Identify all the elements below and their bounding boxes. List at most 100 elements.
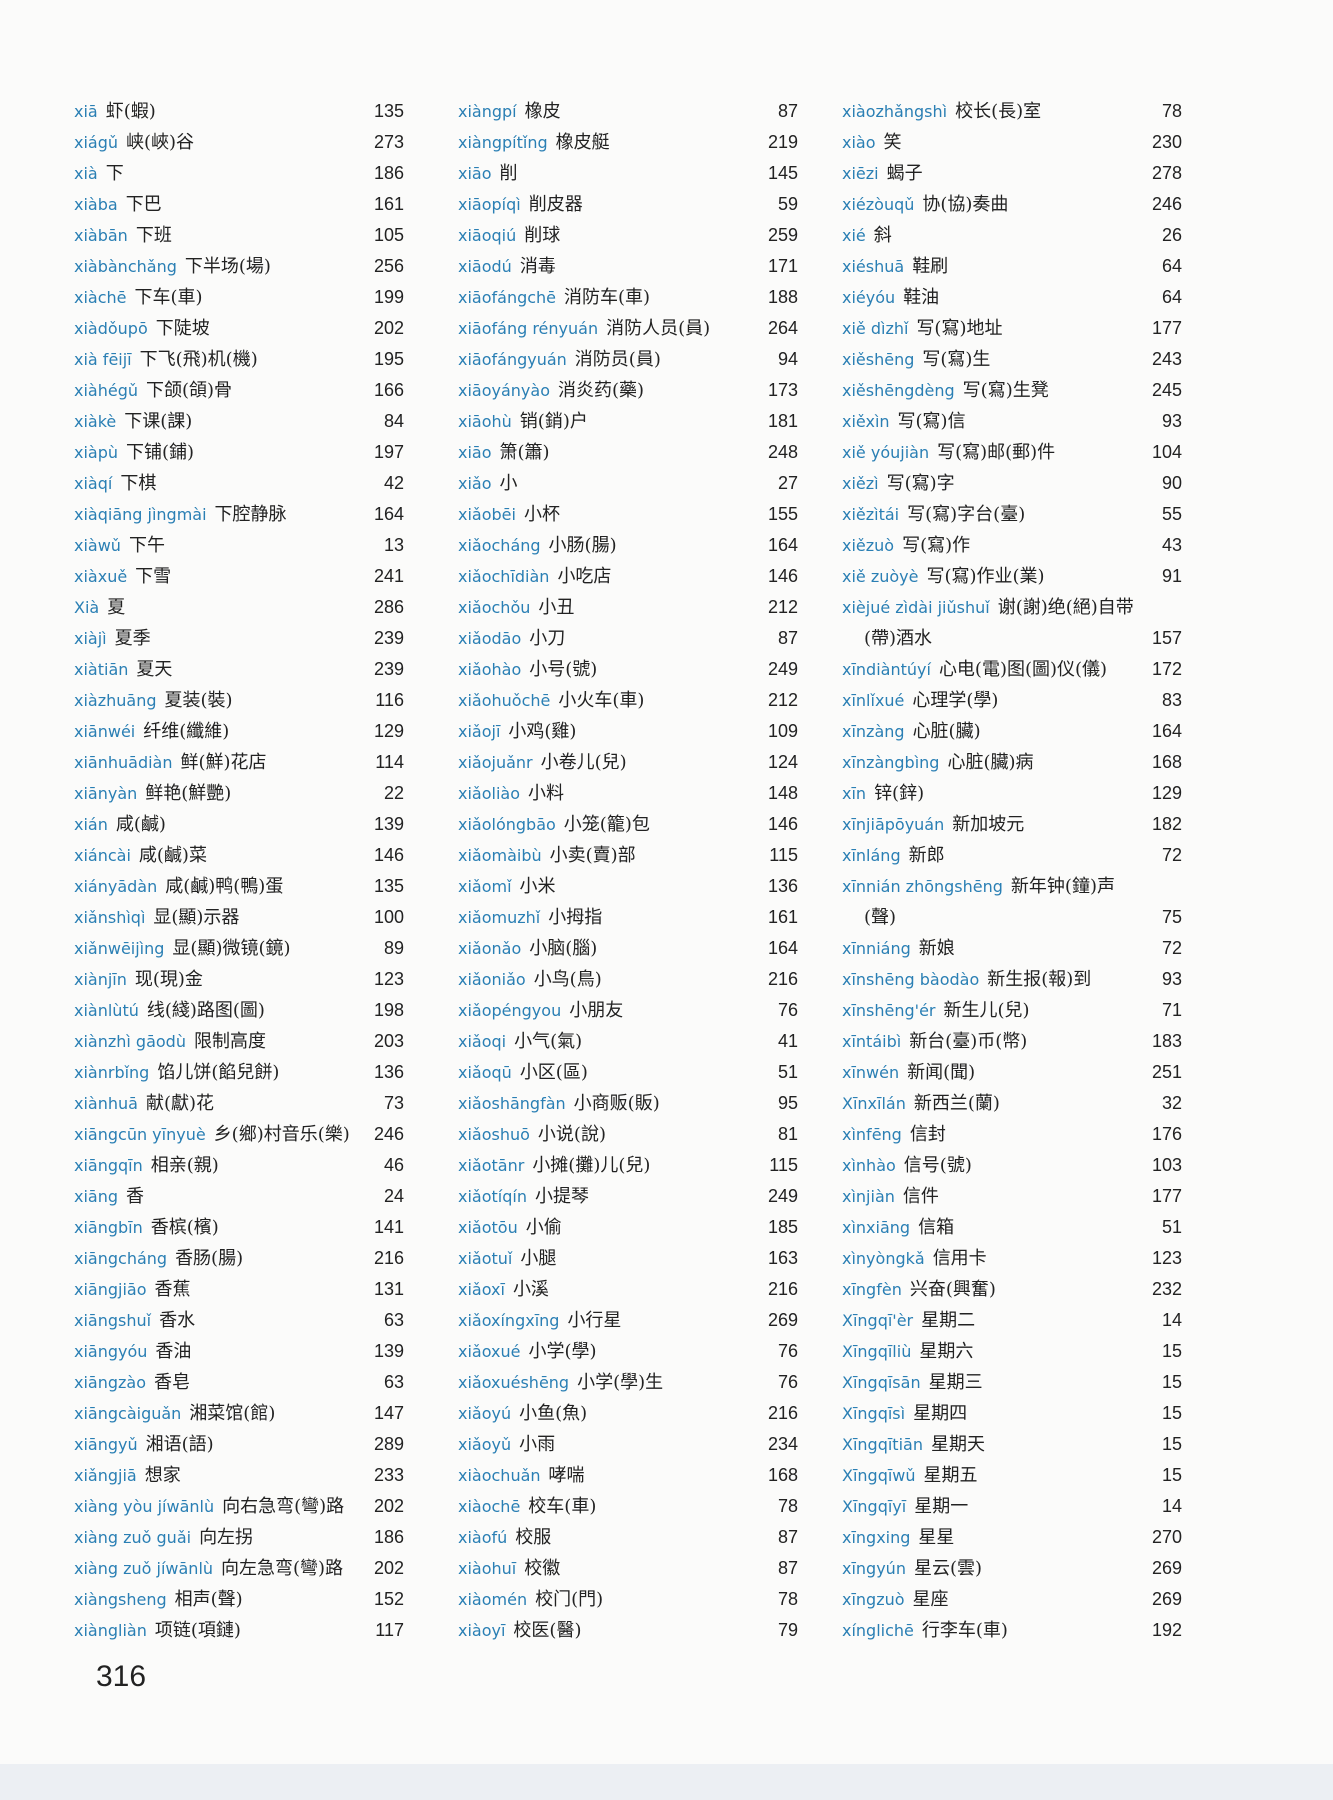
- entry-pinyin: xiànhuā: [74, 1094, 138, 1113]
- entry-hanzi: 小腿: [520, 1248, 557, 1269]
- index-entry: xiǎnshìqì 显(顯)示器 100: [74, 902, 404, 933]
- index-column-2: xiàngpí 橡皮 87 xiàngpítǐng 橡皮艇 219 xiāo 削 145 xiāo…: [458, 96, 798, 1646]
- entry-page-number: 202: [373, 1558, 404, 1578]
- entry-page-number: 145: [767, 163, 798, 183]
- index-entry: xiǎodāo 小刀 87: [458, 623, 798, 654]
- index-entry: xiǎotíqín 小提琴 249: [458, 1181, 798, 1212]
- index-entry: xiàochuǎn 哮喘 168: [458, 1460, 798, 1491]
- entry-hanzi: 馅儿饼(餡兒餅): [157, 1062, 280, 1083]
- entry-page-number: 164: [373, 504, 404, 524]
- entry-pinyin: xīnniáng: [842, 939, 911, 958]
- entry-pinyin: xiǎoshuō: [458, 1125, 530, 1144]
- entry-pinyin: xiǎobēi: [458, 505, 516, 524]
- entry-hanzi: 小火车(車): [558, 690, 645, 711]
- entry-hanzi: 新生儿(兒): [943, 1000, 1030, 1021]
- entry-pinyin: xiéyóu: [842, 288, 896, 307]
- entry-page-number: 173: [767, 380, 798, 400]
- entry-page-number: 146: [767, 814, 798, 834]
- index-entry: xiǎochǒu 小丑 212: [458, 592, 798, 623]
- entry-page-number: 76: [777, 1372, 798, 1392]
- entry-page-number: 115: [769, 1155, 798, 1175]
- entry-pinyin: xīnjiāpōyuán: [842, 815, 945, 834]
- entry-pinyin: xiě yóujiàn: [842, 443, 930, 462]
- index-entry: xián 咸(鹹) 139: [74, 809, 404, 840]
- entry-hanzi: 下腔静脉: [214, 504, 287, 525]
- entry-page-number: 84: [383, 411, 404, 431]
- entry-hanzi: 峡(峽)谷: [126, 132, 195, 153]
- index-entry: xiězuò 写(寫)作 43: [842, 530, 1182, 561]
- entry-pinyin: Xià: [74, 598, 100, 617]
- entry-page-number: 239: [373, 659, 404, 679]
- index-entry: xiāoqiú 削球 259: [458, 220, 798, 251]
- entry-hanzi: 校车(車): [528, 1496, 597, 1517]
- index-entry: xiàng zuǒ guǎi 向左拐 186: [74, 1522, 404, 1553]
- entry-page-number: 155: [767, 504, 798, 524]
- entry-page-number: 256: [373, 256, 404, 276]
- entry-pinyin: xiǎnwēijìng: [74, 939, 165, 958]
- entry-hanzi: 信箱: [918, 1217, 955, 1238]
- entry-page-number: 241: [373, 566, 404, 586]
- index-entry: xiéshuā 鞋刷 64: [842, 251, 1182, 282]
- entry-pinyin: xiǎngjiā: [74, 1466, 137, 1485]
- entry-page-number: 115: [769, 845, 798, 865]
- index-entry: Xià 夏 286: [74, 592, 404, 623]
- entry-page-number: 264: [767, 318, 798, 338]
- entry-hanzi: 写(寫)生: [922, 349, 991, 370]
- entry-page-number: 168: [1151, 752, 1182, 772]
- entry-page-number: 124: [767, 752, 798, 772]
- entry-hanzi: 香皂: [154, 1372, 191, 1393]
- entry-pinyin: xiāofángyuán: [458, 350, 567, 369]
- entry-pinyin: xiàzhuāng: [74, 691, 157, 710]
- entry-pinyin: xiēzi: [842, 164, 879, 183]
- entry-pinyin: xiǎomàibù: [458, 846, 542, 865]
- entry-page-number: 87: [777, 628, 798, 648]
- entry-hanzi: 下雪: [135, 566, 172, 587]
- entry-pinyin: xiāo: [458, 443, 492, 462]
- index-entry: xiāngzào 香皂 63: [74, 1367, 404, 1398]
- entry-pinyin: xiàdǒupō: [74, 319, 148, 338]
- entry-pinyin: xiě zuòyè: [842, 567, 919, 586]
- entry-page-number: 15: [1161, 1434, 1182, 1454]
- entry-hanzi: 新郎: [908, 845, 945, 866]
- index-entry: xiàngpí 橡皮 87: [458, 96, 798, 127]
- index-entry: xiānwéi 纤维(纖維) 129: [74, 716, 404, 747]
- index-entry: xiǎoqi 小气(氣) 41: [458, 1026, 798, 1057]
- index-entry: xié 斜 26: [842, 220, 1182, 251]
- entry-page-number: 216: [767, 969, 798, 989]
- index-entry: xiāodú 消毒 171: [458, 251, 798, 282]
- entry-hanzi-continued: (帶)酒水: [864, 628, 933, 649]
- entry-page-number: 14: [1161, 1496, 1182, 1516]
- entry-hanzi: 现(現)金: [134, 969, 203, 990]
- entry-pinyin: xiàomén: [458, 1590, 528, 1609]
- entry-pinyin: xiāofángchē: [458, 288, 557, 307]
- entry-pinyin: xiāngqīn: [74, 1156, 143, 1175]
- index-entry: xiǎotuǐ 小腿 163: [458, 1243, 798, 1274]
- entry-page-number: 246: [373, 1124, 404, 1144]
- entry-hanzi: 限制高度: [193, 1031, 266, 1052]
- index-entry: xiǎoyú 小鱼(魚) 216: [458, 1398, 798, 1429]
- entry-pinyin: xiànrbǐng: [74, 1063, 150, 1082]
- index-entry: xiéyóu 鞋油 64: [842, 282, 1182, 313]
- index-entry: xiàochē 校车(車) 78: [458, 1491, 798, 1522]
- entry-page-number: 273: [373, 132, 404, 152]
- entry-page-number: 148: [767, 783, 798, 803]
- entry-hanzi: 小区(區): [519, 1062, 588, 1083]
- entry-hanzi: 夏: [107, 597, 126, 618]
- entry-page-number: 78: [777, 1589, 798, 1609]
- entry-pinyin: xiàqí: [74, 474, 113, 493]
- entry-page-number: 93: [1161, 411, 1182, 431]
- index-entry: xiǎoliào 小料 148: [458, 778, 798, 809]
- entry-pinyin: xiǎoliào: [458, 784, 520, 803]
- entry-pinyin: xiāoyányào: [458, 381, 550, 400]
- entry-page-number: 182: [1151, 814, 1182, 834]
- entry-pinyin: xiàbànchǎng: [74, 257, 177, 276]
- index-entry: xīngfèn 兴奋(興奮) 232: [842, 1274, 1182, 1305]
- entry-page-number: 185: [767, 1217, 798, 1237]
- entry-page-number: 83: [1161, 690, 1182, 710]
- entry-pinyin: xīnlǐxué: [842, 691, 905, 710]
- entry-page-number: 269: [1151, 1558, 1182, 1578]
- entry-hanzi: 小笼(籠)包: [563, 814, 650, 835]
- entry-pinyin: xiěshēng: [842, 350, 915, 369]
- entry-hanzi: 湘菜馆(館): [189, 1403, 276, 1424]
- index-entry: xiàng yòu jíwānlù 向右急弯(彎)路 202: [74, 1491, 404, 1522]
